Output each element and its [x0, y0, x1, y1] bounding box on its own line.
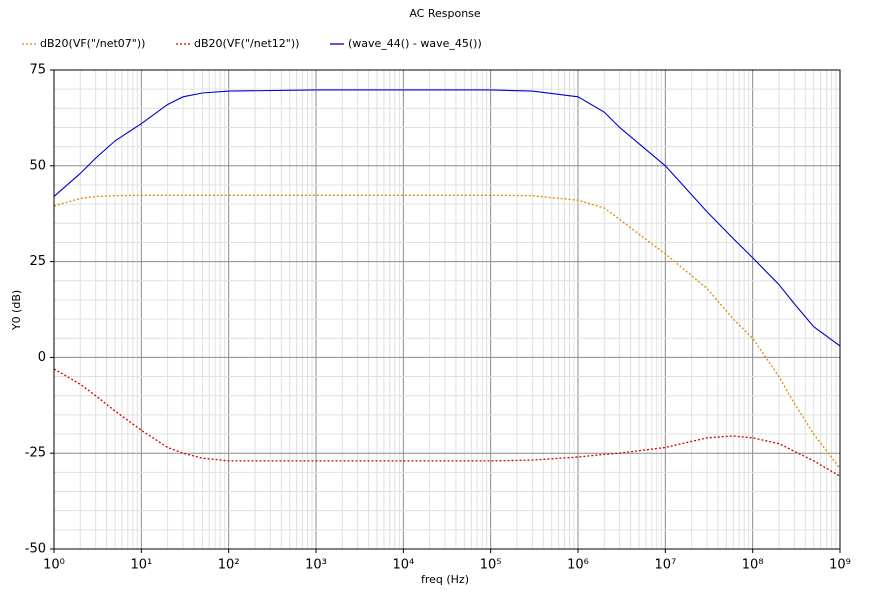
x-tick-label: 10³ — [305, 558, 327, 573]
series-line — [53, 194, 841, 469]
chart-title: AC Response — [409, 7, 481, 20]
series-line — [53, 368, 841, 477]
y-tick-label: 75 — [29, 63, 46, 78]
grid: 10⁰ 10¹ 10² 10³ 10⁴ 10⁵ 10⁶ 10⁷ 10⁸ 10⁹ -50 -25 0 25 5… — [25, 63, 851, 573]
x-tick-label: 10⁶ — [567, 558, 589, 573]
x-tick-label: 10⁸ — [742, 558, 764, 573]
x-axis-label: freq (Hz) — [421, 573, 469, 586]
y-tick-label: 50 — [29, 158, 46, 173]
x-tick-label: 10⁷ — [654, 558, 676, 573]
y-tick-label: -25 — [25, 446, 46, 461]
y-tick-label: 25 — [29, 254, 46, 269]
x-tick-label: 10⁹ — [829, 558, 851, 573]
plot-border — [53, 69, 841, 550]
series-line — [53, 89, 841, 347]
x-tick-label: 10⁰ — [43, 558, 65, 573]
x-tick-label: 10⁵ — [480, 558, 502, 573]
legend-label: dB20(VF("/net12")) — [194, 37, 299, 50]
x-tick-label: 10⁴ — [392, 558, 414, 573]
y-tick-label: -50 — [25, 542, 46, 557]
y-tick-label: 0 — [38, 350, 46, 365]
legend-label: (wave_44() - wave_45()) — [348, 37, 482, 50]
x-tick-label: 10² — [218, 558, 240, 573]
x-tick-label: 10¹ — [130, 558, 152, 573]
legend: dB20(VF("/net07")) dB20(VF("/net12")) (wav… — [22, 37, 482, 50]
y-axis-label: Y0 (dB) — [10, 290, 23, 331]
legend-label: dB20(VF("/net07")) — [40, 37, 145, 50]
plot — [53, 89, 841, 477]
